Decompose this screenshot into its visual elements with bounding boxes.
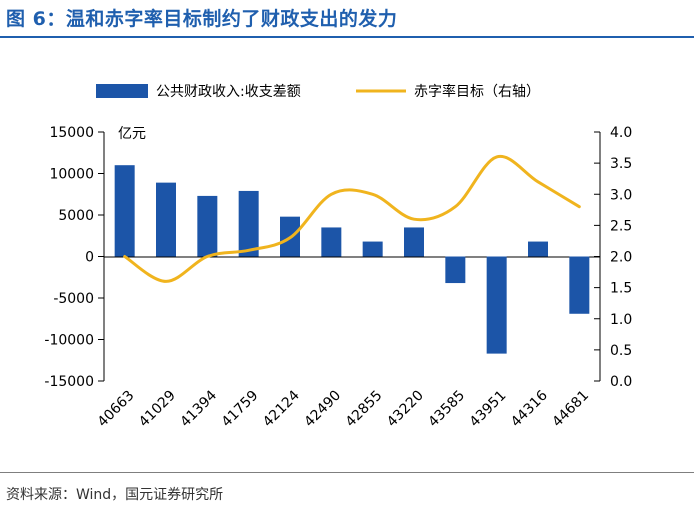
bar — [528, 241, 548, 257]
bar — [445, 256, 466, 284]
footer-rule — [0, 472, 694, 473]
legend-bar-swatch — [96, 84, 148, 98]
x-tick-label: 43220 — [384, 388, 427, 431]
bar-series — [114, 165, 590, 354]
left-tick-label: -10000 — [44, 333, 94, 349]
right-tick-label: 1.0 — [610, 312, 632, 328]
right-axis-ticks: 4.0 3.5 3.0 2.5 2.0 1.5 1.0 0.5 0.0 — [594, 125, 632, 390]
right-tick-label: 0.0 — [610, 374, 632, 390]
right-tick-label: 1.5 — [610, 281, 632, 297]
bar — [362, 241, 383, 257]
x-tick-label: 43951 — [467, 388, 510, 431]
chart-title: 图 6：温和赤字率目标制约了财政支出的发力 — [6, 8, 398, 30]
left-tick-label: 15000 — [49, 125, 94, 141]
source-note: 资料来源：Wind，国元证券研究所 — [6, 487, 224, 503]
left-tick-label: 5000 — [58, 208, 94, 224]
x-tick-label: 42490 — [301, 388, 344, 431]
right-tick-label: 2.5 — [610, 218, 632, 234]
bar — [156, 182, 176, 257]
x-tick-label: 43585 — [425, 388, 468, 431]
x-axis-labels: 4066341029413944175942124424904285543220… — [95, 387, 592, 430]
x-tick-label: 41759 — [219, 388, 262, 431]
bar — [197, 195, 218, 257]
deficit-rate-line — [123, 154, 581, 283]
bar — [404, 227, 424, 257]
right-tick-label: 3.5 — [610, 156, 632, 172]
left-tick-label: 10000 — [49, 167, 94, 183]
x-tick-label: 42124 — [260, 387, 303, 430]
bar — [114, 165, 135, 257]
left-tick-label: 0 — [85, 250, 94, 266]
x-tick-label: 44681 — [549, 388, 592, 431]
bar — [486, 256, 507, 354]
left-axis-unit-label: 亿元 — [118, 126, 146, 142]
right-tick-label: 2.0 — [610, 250, 632, 266]
x-tick-label: 41394 — [177, 387, 220, 430]
x-tick-label: 41029 — [136, 388, 179, 431]
title-rule — [0, 36, 694, 38]
left-axis-ticks: 15000 10000 5000 0 -5000 -10000 -15000 — [44, 125, 104, 390]
x-tick-label: 40663 — [95, 388, 138, 431]
right-tick-label: 4.0 — [610, 125, 632, 141]
bar — [321, 227, 342, 257]
left-tick-label: -15000 — [44, 374, 94, 390]
legend: 公共财政收入:收支差额 赤字率目标（右轴） — [96, 83, 540, 100]
legend-bar-label: 公共财政收入:收支差额 — [156, 84, 301, 100]
bar — [569, 256, 590, 314]
x-tick-label: 44316 — [508, 387, 551, 430]
chart-canvas: 公共财政收入:收支差额 赤字率目标（右轴） 亿元 15000 10000 5000 0… — [44, 83, 632, 430]
bar — [238, 190, 259, 257]
left-tick-label: -5000 — [53, 291, 94, 307]
legend-line-label: 赤字率目标（右轴） — [414, 83, 540, 100]
x-tick-label: 42855 — [343, 388, 386, 431]
right-tick-label: 3.0 — [610, 187, 632, 203]
right-tick-label: 0.5 — [610, 343, 632, 359]
